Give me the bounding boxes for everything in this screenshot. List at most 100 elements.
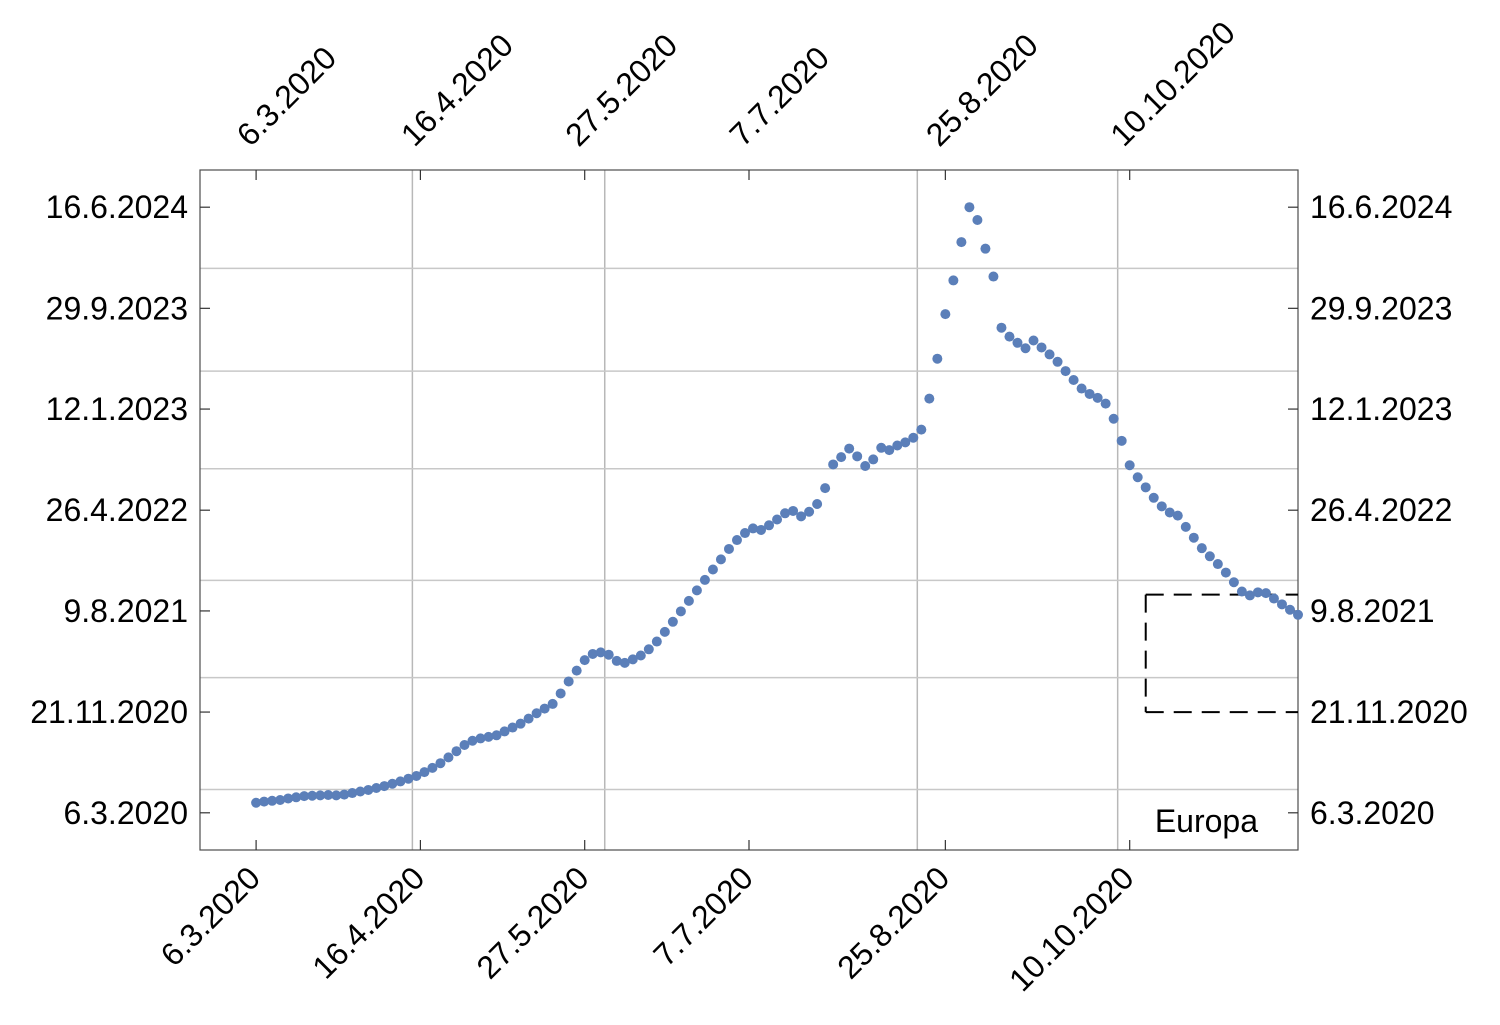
data-point xyxy=(587,648,598,659)
data-point xyxy=(988,271,999,282)
x-tick-label-bottom: 16.4.2020 xyxy=(305,859,431,985)
data-point xyxy=(659,626,670,637)
data-point xyxy=(619,657,630,668)
data-point xyxy=(635,650,646,661)
data-point xyxy=(940,309,951,320)
data-point xyxy=(1260,588,1271,599)
data-point xyxy=(563,676,574,687)
x-tick-label-bottom: 27.5.2020 xyxy=(470,859,596,985)
data-point xyxy=(1092,392,1103,403)
data-point xyxy=(379,781,390,792)
data-point xyxy=(916,424,927,435)
data-point xyxy=(275,795,286,806)
y-tick-label-right: 29.9.2023 xyxy=(1310,290,1452,326)
data-point xyxy=(643,644,654,655)
y-tick-label-right: 21.11.2020 xyxy=(1310,694,1468,730)
y-tick-label-left: 26.4.2022 xyxy=(46,492,188,528)
data-point xyxy=(1012,337,1023,348)
data-point xyxy=(683,595,694,606)
data-point xyxy=(1172,510,1183,521)
y-tick-label-left: 16.6.2024 xyxy=(46,189,188,225)
data-point xyxy=(283,793,294,804)
data-point xyxy=(459,739,470,750)
data-point xyxy=(812,498,823,509)
data-point xyxy=(387,778,398,789)
data-point xyxy=(603,649,614,660)
data-point xyxy=(539,703,550,714)
x-tick-label-bottom: 6.3.2020 xyxy=(154,859,268,973)
data-point xyxy=(315,790,326,801)
data-point xyxy=(499,726,510,737)
data-point xyxy=(852,451,863,462)
data-point xyxy=(1084,388,1095,399)
data-point xyxy=(627,654,638,665)
data-point xyxy=(1116,435,1127,446)
x-tick-label-top: 16.4.2020 xyxy=(394,27,520,153)
data-point xyxy=(772,514,783,525)
y-tick-label-right: 12.1.2023 xyxy=(1310,391,1452,427)
data-point xyxy=(780,508,791,519)
x-tick-label-top: 6.3.2020 xyxy=(230,39,344,153)
data-point xyxy=(667,616,678,627)
data-point xyxy=(251,797,262,808)
data-point xyxy=(1276,599,1287,610)
data-point xyxy=(1076,383,1087,394)
data-point xyxy=(675,606,686,617)
data-point xyxy=(908,432,919,443)
data-point xyxy=(948,275,959,286)
data-point xyxy=(892,440,903,451)
data-point xyxy=(796,511,807,522)
data-point xyxy=(1228,577,1239,588)
data-point xyxy=(323,789,334,800)
data-point xyxy=(547,698,558,709)
data-point xyxy=(1236,586,1247,597)
data-point xyxy=(748,523,759,534)
data-point xyxy=(964,202,975,213)
x-tick-label-bottom: 10.10.2020 xyxy=(1002,859,1141,998)
y-tick-label-right: 26.4.2022 xyxy=(1310,492,1452,528)
region-label: Europa xyxy=(1155,803,1258,839)
data-point xyxy=(1220,567,1231,578)
data-point xyxy=(403,773,414,784)
data-point xyxy=(355,786,366,797)
data-point xyxy=(820,483,831,494)
y-tick-label-right: 16.6.2024 xyxy=(1310,189,1452,225)
y-tick-label-left: 6.3.2020 xyxy=(63,795,188,831)
y-tick-label-right: 9.8.2021 xyxy=(1310,593,1435,629)
plot-frame xyxy=(199,169,1299,851)
data-point xyxy=(1180,521,1191,532)
grid xyxy=(200,170,1298,850)
data-point xyxy=(363,784,374,795)
data-point xyxy=(1164,507,1175,518)
data-point xyxy=(1204,551,1215,562)
data-point xyxy=(868,454,879,465)
data-point xyxy=(972,214,983,225)
data-point xyxy=(876,442,887,453)
data-point xyxy=(715,554,726,565)
data-point xyxy=(555,688,566,699)
data-point xyxy=(1244,590,1255,601)
data-point xyxy=(347,788,358,799)
data-point xyxy=(595,647,606,658)
data-point xyxy=(1148,492,1159,503)
inset-box xyxy=(1144,593,1298,714)
y-tick-label-right: 6.3.2020 xyxy=(1310,795,1435,831)
data-point xyxy=(1293,609,1303,620)
data-point xyxy=(1044,349,1055,360)
data-point xyxy=(523,713,534,724)
data-point xyxy=(291,792,302,803)
data-point xyxy=(1252,587,1263,598)
data-point xyxy=(844,443,855,454)
x-tick-label-top: 10.10.2020 xyxy=(1103,14,1242,153)
data-point xyxy=(956,237,967,248)
data-point xyxy=(1132,472,1143,483)
x-tick-label-top: 7.7.2020 xyxy=(722,39,836,153)
data-point xyxy=(443,752,454,763)
y-tick-label-left: 12.1.2023 xyxy=(46,391,188,427)
y-tick-label-left: 9.8.2021 xyxy=(63,593,188,629)
x-tick-label-top: 25.8.2020 xyxy=(919,27,1045,153)
data-point xyxy=(699,574,710,585)
data-point xyxy=(1100,398,1111,409)
data-point xyxy=(371,783,382,794)
data-point xyxy=(259,796,270,807)
